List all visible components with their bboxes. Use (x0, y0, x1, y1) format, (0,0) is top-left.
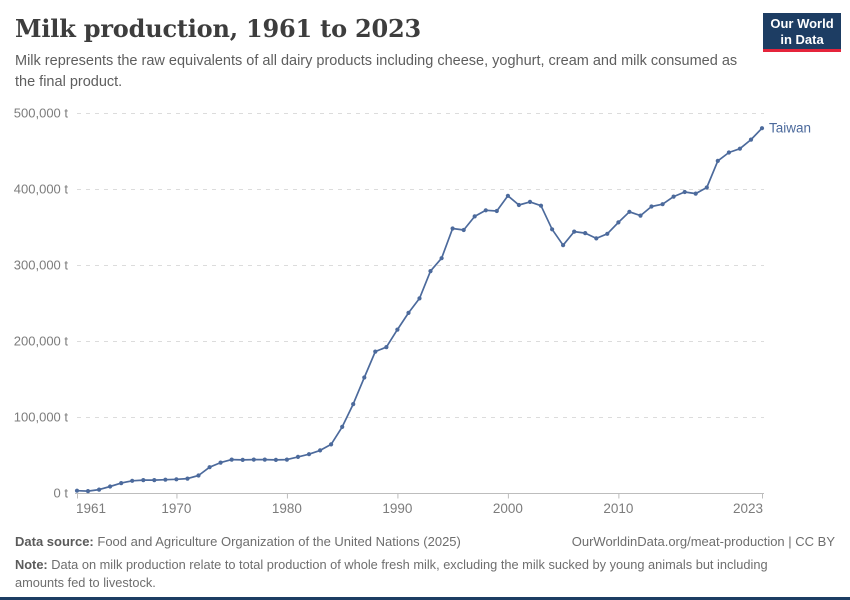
y-axis-tick-label: 200,000 t (14, 334, 69, 349)
data-point-marker (561, 243, 566, 248)
data-point-marker (494, 208, 499, 214)
y-axis-tick-label: 400,000 t (14, 182, 69, 197)
data-point-marker (108, 484, 113, 489)
y-axis-tick-label: 500,000 t (14, 106, 69, 121)
data-point-marker (483, 208, 488, 213)
data-point-marker (74, 488, 80, 493)
data-point-marker (97, 487, 102, 492)
data-point-marker (130, 478, 135, 483)
data-point-marker (207, 465, 212, 470)
chart-header: Milk production, 1961 to 2023 Milk repre… (0, 0, 850, 93)
data-point-marker (384, 345, 389, 350)
data-point-marker (417, 296, 422, 301)
x-axis-tick-label: 2000 (493, 501, 523, 516)
y-axis-tick-label: 0 t (54, 486, 69, 501)
data-point-marker (373, 349, 378, 354)
data-point-marker (605, 231, 610, 236)
data-point-marker (306, 452, 312, 457)
logo-line2: in Data (780, 32, 824, 47)
data-point-marker (163, 477, 168, 482)
data-point-marker (295, 454, 301, 459)
data-point-marker (174, 477, 179, 482)
data-point-marker (439, 256, 444, 261)
data-point-marker (649, 204, 654, 209)
data-point-marker (660, 202, 665, 207)
data-point-marker (362, 375, 367, 380)
data-point-marker (251, 457, 256, 462)
data-point-marker (119, 481, 124, 486)
data-point-marker (527, 199, 533, 204)
data-point-marker (748, 137, 754, 142)
note-label: Note: (15, 557, 48, 572)
series-label-taiwan[interactable]: Taiwan (769, 121, 811, 136)
data-point-marker (616, 220, 621, 225)
data-point-marker (671, 194, 676, 199)
x-axis-tick-label: 1980 (272, 501, 302, 516)
data-point-marker (406, 310, 411, 315)
data-point-marker (638, 213, 643, 218)
data-point-marker (726, 150, 732, 155)
owid-logo[interactable]: Our World in Data (763, 13, 841, 52)
data-point-marker (682, 189, 687, 195)
chart-subtitle: Milk represents the raw equivalents of a… (15, 53, 738, 90)
data-point-marker (594, 236, 599, 241)
data-point-marker (550, 227, 555, 232)
data-point-marker (85, 489, 91, 494)
data-point-marker (505, 193, 510, 198)
data-point-marker (428, 269, 433, 274)
data-point-marker (516, 202, 522, 208)
data-point-marker (538, 203, 544, 208)
data-point-marker (340, 424, 345, 429)
data-point-marker (196, 473, 201, 478)
data-point-marker (141, 478, 146, 483)
bottom-accent-bar (0, 597, 850, 600)
data-point-marker (693, 191, 698, 196)
data-point-marker (351, 402, 356, 407)
data-point-marker (229, 457, 234, 462)
data-point-marker (450, 226, 455, 231)
data-source-line: Data source: Food and Agriculture Organi… (15, 534, 461, 549)
x-axis-tick-label: 2023 (733, 501, 763, 516)
data-point-marker (395, 327, 400, 332)
data-point-marker (759, 126, 765, 131)
data-point-marker (704, 185, 709, 190)
data-point-marker (627, 209, 632, 214)
data-point-marker (461, 227, 466, 233)
x-axis-tick-label: 1990 (382, 501, 412, 516)
data-point-marker (218, 460, 223, 465)
data-point-marker (262, 457, 267, 462)
data-point-marker (240, 457, 245, 462)
data-point-marker (318, 448, 323, 453)
x-axis-tick-label: 1970 (161, 501, 191, 516)
y-axis-tick-label: 100,000 t (14, 410, 69, 425)
data-point-marker (185, 476, 190, 481)
series-line-taiwan[interactable] (76, 127, 763, 492)
x-axis-tick-label: 2010 (603, 501, 633, 516)
origin-url-link[interactable]: OurWorldinData.org/meat-production | CC … (571, 534, 835, 549)
note-text: Data on milk production relate to total … (15, 557, 768, 590)
data-source-label: Data source: (15, 534, 94, 549)
chart-footer: Data source: Food and Agriculture Organi… (0, 534, 850, 592)
data-point-marker (284, 457, 289, 462)
data-point-marker (737, 146, 743, 151)
note-line: Note: Data on milk production relate to … (15, 556, 815, 592)
x-axis-tick-label: 1961 (76, 501, 106, 516)
data-point-marker (329, 442, 334, 447)
data-point-marker (715, 158, 720, 163)
data-point-marker (583, 231, 588, 236)
data-point-marker (472, 214, 477, 219)
data-point-marker (152, 478, 157, 483)
logo-line1: Our World (770, 16, 834, 31)
page-title: Milk production, 1961 to 2023 (15, 14, 422, 43)
data-point-marker (273, 457, 278, 462)
data-point-marker (572, 229, 577, 234)
y-axis-tick-label: 300,000 t (14, 258, 69, 273)
data-source-text: Food and Agriculture Organization of the… (97, 534, 461, 549)
